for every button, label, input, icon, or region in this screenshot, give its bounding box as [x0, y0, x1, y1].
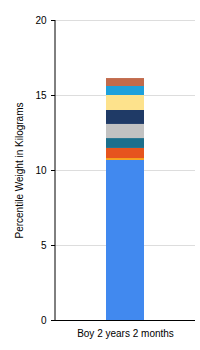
svg-text:0: 0	[41, 315, 47, 326]
svg-text:20: 20	[35, 15, 47, 26]
svg-text:5: 5	[41, 240, 47, 251]
svg-text:Boy 2 years 2 months: Boy 2 years 2 months	[77, 328, 174, 339]
svg-text:15: 15	[35, 90, 47, 101]
svg-text:10: 10	[35, 165, 47, 176]
svg-text:Percentile Weight in Kilograms: Percentile Weight in Kilograms	[14, 103, 25, 239]
